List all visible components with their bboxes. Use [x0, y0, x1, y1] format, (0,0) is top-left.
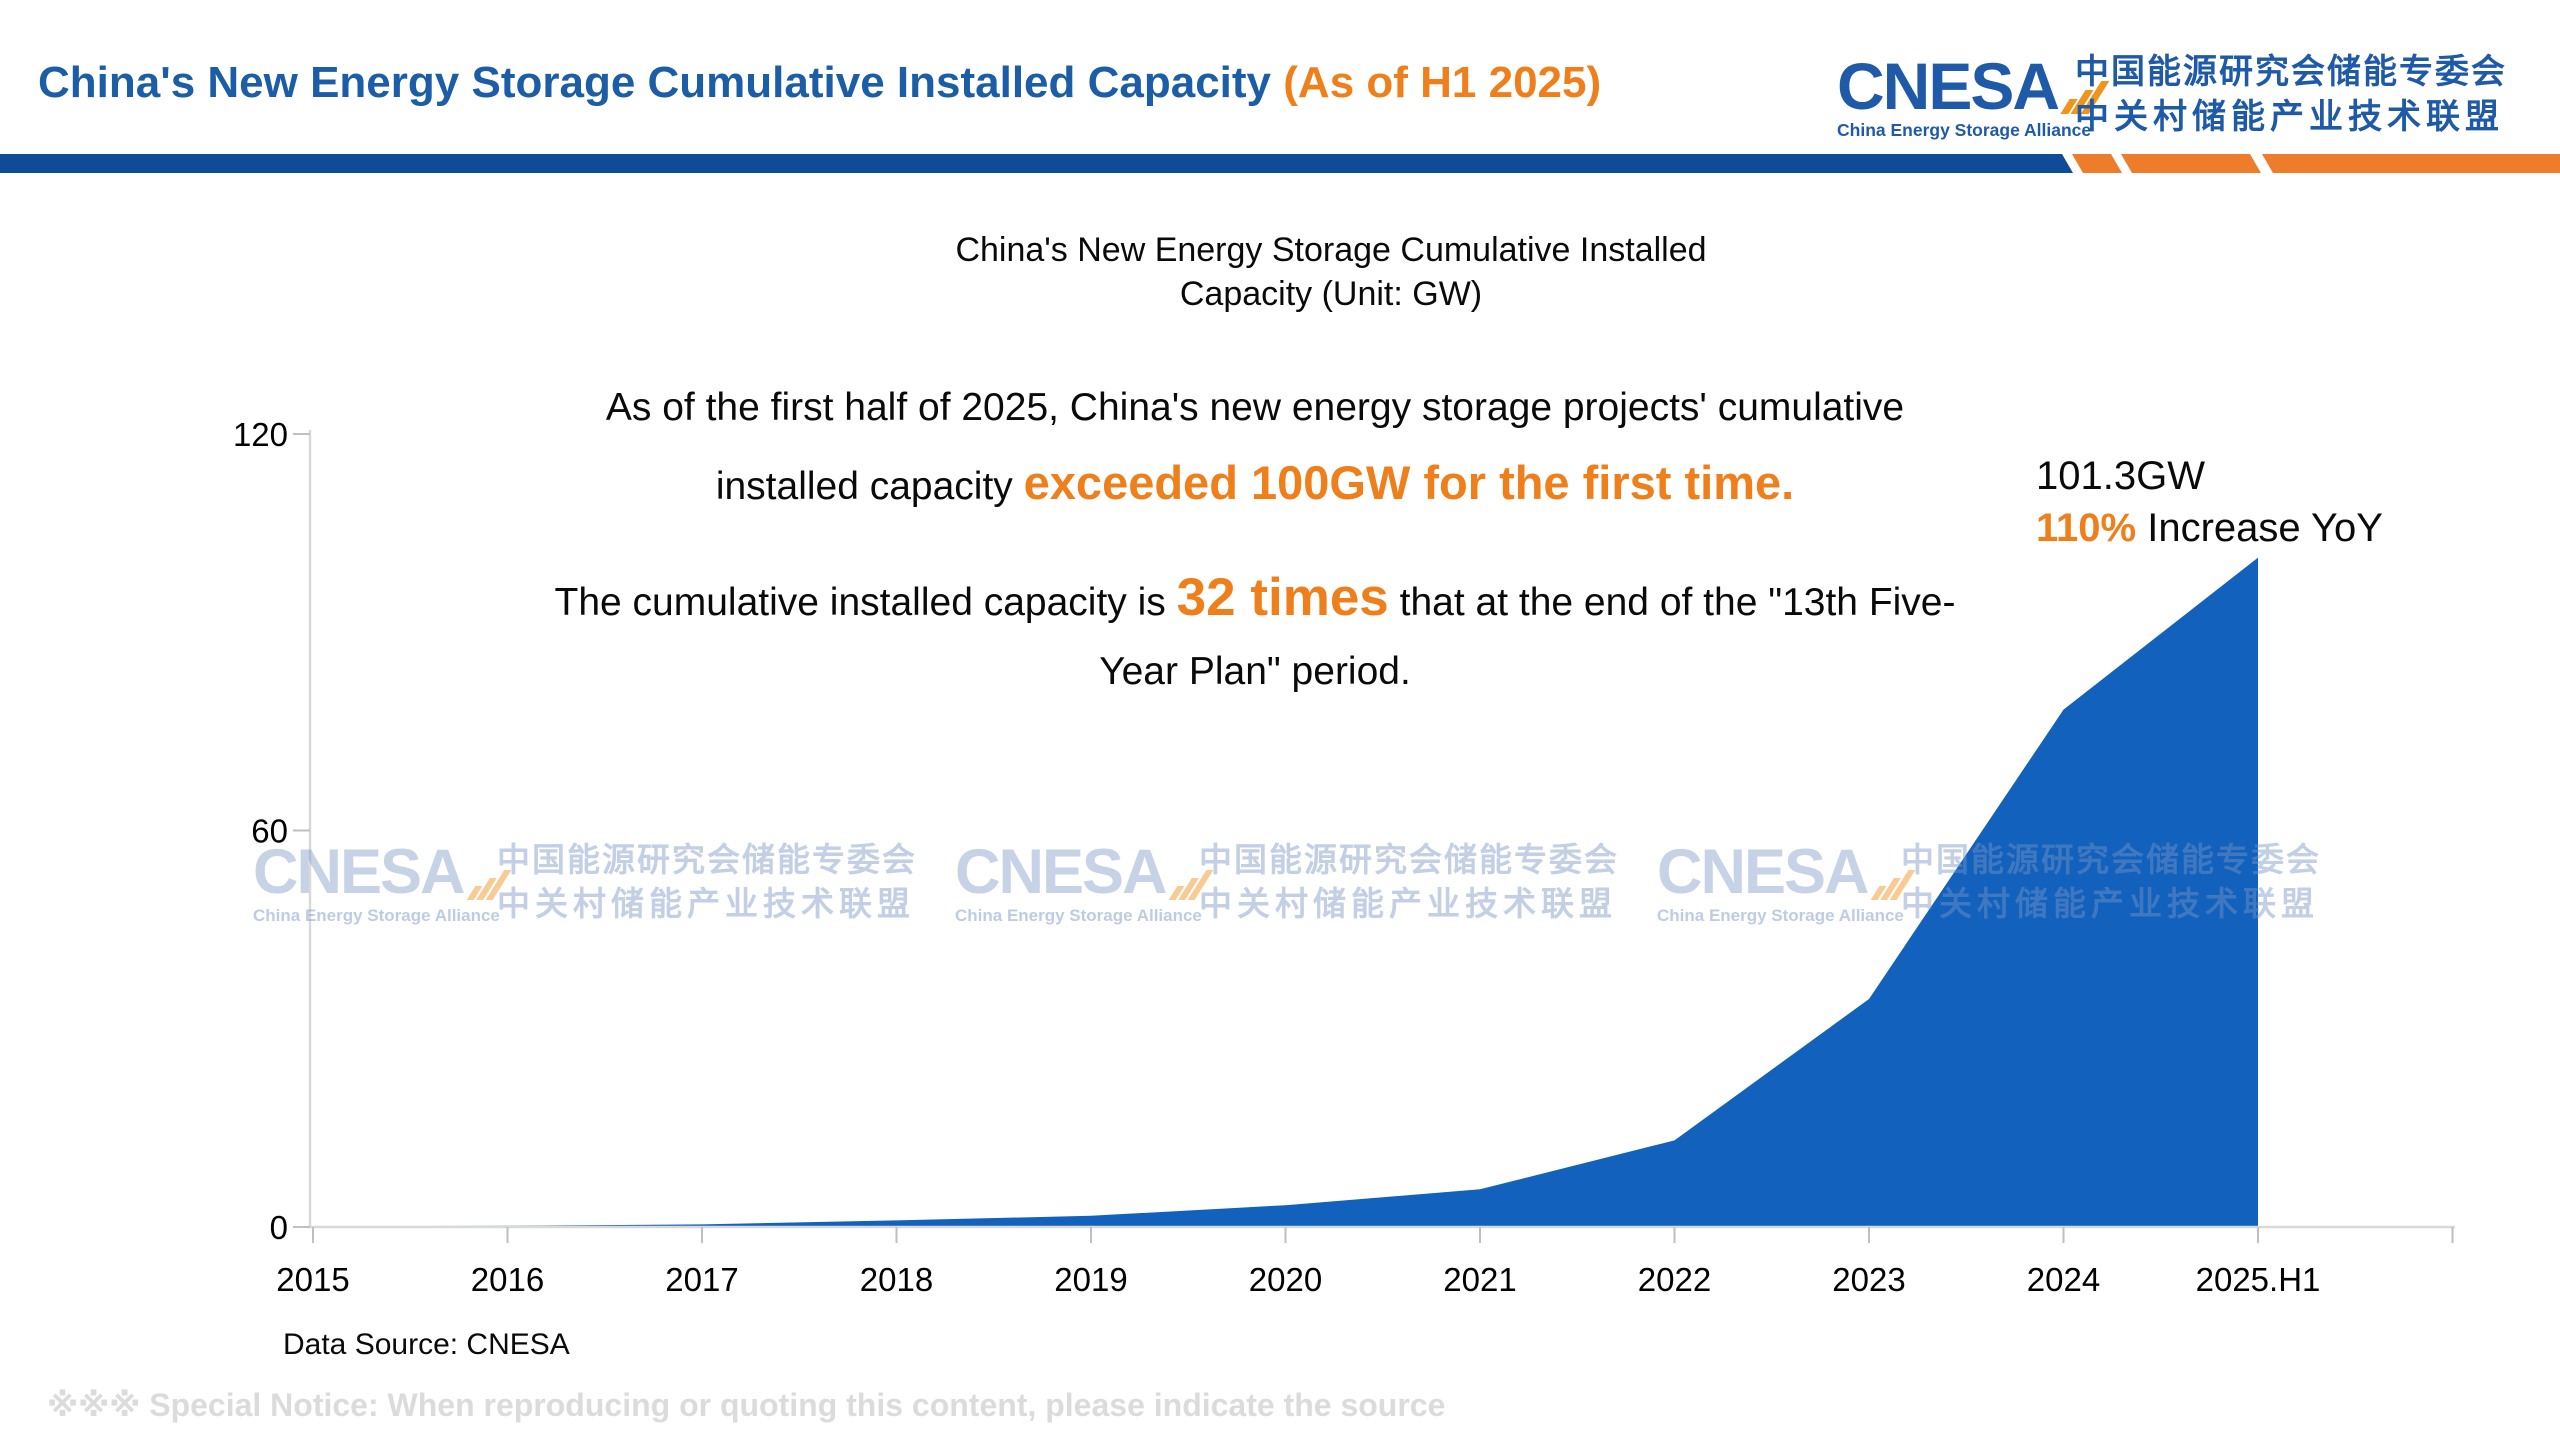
peak-yoy: 110% Increase YoY — [2036, 502, 2383, 554]
y-tick-label: 60 — [251, 813, 288, 850]
chart-title: China's New Energy Storage Cumulative In… — [831, 228, 1831, 316]
page-title-highlight: (As of H1 2025) — [1283, 58, 1602, 107]
cnesa-logo-cn-line1: 中国能源研究会储能专委会 — [2075, 53, 2507, 91]
peak-callout: 101.3GW 110% Increase YoY — [2036, 450, 2383, 554]
special-notice: ※※※ Special Notice: When reproducing or … — [47, 1387, 1446, 1423]
watermark-acronym: CNESA — [253, 837, 466, 907]
header-divider-bar — [0, 154, 2560, 173]
annotation-text: installed capacity — [715, 465, 1024, 508]
annotation-highlight: 32 times — [1176, 568, 1389, 627]
cnesa-logo-acronym: CNESA — [1837, 49, 2060, 123]
y-axis-ticks: 0 60 120 — [233, 416, 310, 1246]
annotation-line-3: The cumulative installed capacity is 32 … — [400, 567, 2110, 628]
x-tick-label: 2024 — [2027, 1261, 2100, 1298]
x-tick-label: 2021 — [1443, 1261, 1516, 1298]
chart-title-line1: China's New Energy Storage Cumulative In… — [955, 231, 1707, 269]
watermark-cn-line2: 中关村储能产业技术联盟 — [497, 885, 915, 922]
peak-yoy-pct: 110% — [2036, 506, 2137, 550]
data-source-label: Data Source: CNESA — [283, 1328, 570, 1361]
watermark: CNESA China Energy Storage Alliance 中国能源… — [955, 836, 1620, 941]
area-series — [313, 557, 2258, 1227]
watermark-acronym: CNESA — [955, 837, 1168, 907]
x-tick-label: 2015 — [276, 1261, 349, 1298]
peak-value: 101.3GW — [2036, 454, 2205, 498]
watermark-cn-line1: 中国能源研究会储能专委会 — [1199, 841, 1619, 878]
cnesa-logo: CNESA China Energy Storage Alliance 中国能源… — [1837, 48, 2537, 153]
annotation-line-1: As of the first half of 2025, China's ne… — [400, 386, 2110, 430]
x-tick-label: 2018 — [860, 1261, 933, 1298]
watermark-subtitle: China Energy Storage Alliance — [1657, 906, 1904, 925]
page-title-main: China's New Energy Storage Cumulative In… — [38, 58, 1284, 107]
watermark-subtitle: China Energy Storage Alliance — [955, 906, 1202, 925]
x-tick-label: 2023 — [1832, 1261, 1905, 1298]
watermark-cn-line2: 中关村储能产业技术联盟 — [1199, 885, 1617, 922]
watermark-chinese: 中国能源研究会储能专委会 中关村储能产业技术联盟 — [1199, 838, 1619, 926]
annotation-text: The cumulative installed capacity is — [554, 581, 1177, 624]
peak-yoy-text: Increase YoY — [2136, 506, 2383, 550]
x-tick-label: 2022 — [1638, 1261, 1711, 1298]
x-tick-label: 2020 — [1249, 1261, 1322, 1298]
watermark-cn-line1: 中国能源研究会储能专委会 — [1901, 841, 2321, 878]
cnesa-logo-chinese: 中国能源研究会储能专委会 中关村储能产业技术联盟 — [2075, 50, 2507, 140]
annotation-text: Year Plan" period. — [1099, 650, 1411, 693]
x-axis-ticks: 2015 2016 2017 2018 2019 2020 2021 2022 2023 2024… — [276, 1227, 2454, 1298]
page-title: China's New Energy Storage Cumulative In… — [38, 58, 1601, 108]
divider-blue-segment — [0, 154, 2073, 173]
watermark-cn-line1: 中国能源研究会储能专委会 — [497, 841, 917, 878]
watermark: CNESA China Energy Storage Alliance 中国能源… — [1657, 836, 2322, 941]
x-tick-label: 2019 — [1054, 1261, 1127, 1298]
divider-orange-segment — [2072, 154, 2122, 173]
annotation-text: As of the first half of 2025, China's ne… — [605, 386, 1905, 429]
x-tick-label: 2025.H1 — [2196, 1261, 2321, 1298]
cnesa-logo-cn-line2: 中关村储能产业技术联盟 — [2075, 98, 2504, 136]
watermark-chinese: 中国能源研究会储能专委会 中关村储能产业技术联盟 — [497, 838, 917, 926]
annotation-line-2: installed capacity exceeded 100GW for th… — [400, 455, 2110, 510]
watermark: CNESA China Energy Storage Alliance 中国能源… — [253, 836, 918, 941]
watermark-acronym: CNESA — [1657, 837, 1870, 907]
x-tick-label: 2016 — [471, 1261, 544, 1298]
watermark-chinese: 中国能源研究会储能专委会 中关村储能产业技术联盟 — [1901, 838, 2321, 926]
chart-title-line2: Capacity (Unit: GW) — [1179, 275, 1483, 313]
watermark-cn-line2: 中关村储能产业技术联盟 — [1901, 885, 2319, 922]
annotation-highlight: exceeded 100GW for the first time. — [1023, 456, 1795, 509]
divider-orange-segment — [2121, 154, 2261, 173]
y-tick-label: 0 — [270, 1209, 288, 1246]
annotation-text: that at the end of the "13th Five- — [1388, 581, 1956, 624]
watermark-subtitle: China Energy Storage Alliance — [253, 906, 500, 925]
cnesa-logo-subtitle: China Energy Storage Alliance — [1837, 120, 2092, 140]
annotation-line-4: Year Plan" period. — [400, 650, 2110, 694]
divider-orange-segment — [2262, 154, 2560, 173]
y-tick-label: 120 — [233, 416, 288, 453]
x-tick-label: 2017 — [665, 1261, 738, 1298]
